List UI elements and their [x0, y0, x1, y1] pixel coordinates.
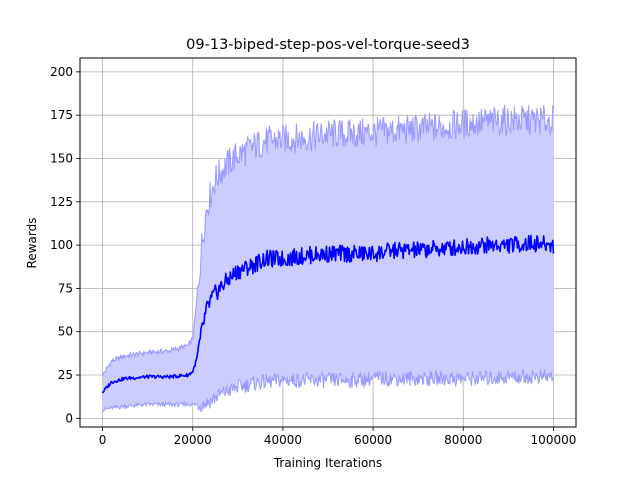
x-tick-label: 100000 [531, 433, 577, 447]
x-tick-label: 40000 [264, 433, 302, 447]
x-tick-label: 0 [99, 433, 107, 447]
y-tick-label: 150 [50, 151, 73, 165]
y-tick-label: 125 [50, 195, 73, 209]
y-tick-label: 25 [58, 368, 73, 382]
x-axis-label: Training Iterations [273, 456, 382, 470]
y-tick-label: 50 [58, 325, 73, 339]
y-tick-label: 100 [50, 238, 73, 252]
x-tick-label: 60000 [354, 433, 392, 447]
mean-reward-line [101, 234, 555, 394]
upper-bound-line [102, 104, 554, 377]
mean-series [101, 234, 555, 394]
plot-frame [79, 57, 577, 428]
lower-bound-line [102, 368, 554, 413]
y-tick-label: 200 [50, 65, 73, 79]
y-tick-label: 175 [50, 108, 73, 122]
chart-title: 09-13-biped-step-pos-vel-torque-seed3 [186, 37, 470, 53]
ticks: 0 20000 40000 60000 80000 100000 0 25 50 75 100 125… [50, 65, 576, 447]
x-tick-label: 80000 [444, 433, 482, 447]
y-axis-label: Rewards [25, 218, 39, 269]
x-tick-label: 20000 [174, 433, 212, 447]
y-tick-label: 0 [65, 411, 73, 425]
y-tick-label: 75 [58, 281, 73, 295]
